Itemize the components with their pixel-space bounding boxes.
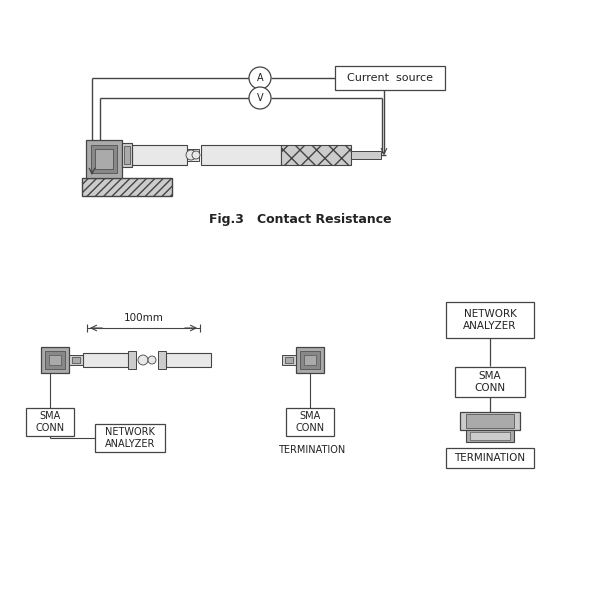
Bar: [335, 66, 445, 90]
Circle shape: [138, 355, 148, 365]
Bar: [86, 140, 122, 178]
Text: Current  source: Current source: [347, 73, 433, 83]
Bar: [72, 357, 80, 363]
Bar: [82, 178, 172, 196]
Bar: [83, 353, 128, 367]
Bar: [446, 448, 534, 468]
Circle shape: [249, 87, 271, 109]
Bar: [201, 145, 281, 165]
Bar: [304, 355, 316, 365]
Bar: [124, 146, 130, 164]
Text: NETWORK
ANALYZER: NETWORK ANALYZER: [105, 427, 155, 449]
Text: SMA
CONN: SMA CONN: [475, 371, 506, 393]
Bar: [128, 351, 136, 369]
Text: V: V: [257, 93, 263, 103]
Bar: [466, 414, 514, 428]
Bar: [286, 408, 334, 436]
Bar: [296, 347, 324, 373]
Circle shape: [192, 151, 200, 159]
Bar: [26, 408, 74, 436]
Bar: [122, 143, 132, 167]
Bar: [282, 355, 296, 365]
Bar: [49, 355, 61, 365]
Circle shape: [148, 356, 156, 364]
Text: TERMINATION: TERMINATION: [454, 453, 526, 463]
Bar: [446, 302, 534, 338]
Bar: [187, 149, 199, 161]
Bar: [466, 430, 514, 442]
Circle shape: [249, 67, 271, 89]
Text: TERMINATION: TERMINATION: [278, 445, 346, 455]
Bar: [95, 424, 165, 452]
Bar: [281, 145, 351, 165]
Bar: [158, 351, 166, 369]
Bar: [455, 367, 525, 397]
Bar: [132, 145, 187, 165]
Bar: [41, 347, 69, 373]
Bar: [166, 353, 211, 367]
Bar: [460, 412, 520, 430]
Text: Fig.3   Contact Resistance: Fig.3 Contact Resistance: [209, 214, 391, 226]
Text: A: A: [257, 73, 263, 83]
Text: 100mm: 100mm: [124, 313, 163, 323]
Bar: [300, 351, 320, 369]
Bar: [69, 355, 83, 365]
Text: SMA
CONN: SMA CONN: [295, 411, 325, 433]
Bar: [95, 149, 113, 169]
Bar: [351, 151, 381, 159]
Text: NETWORK
ANALYZER: NETWORK ANALYZER: [463, 309, 517, 331]
Bar: [91, 145, 117, 173]
Circle shape: [186, 150, 196, 160]
Bar: [45, 351, 65, 369]
Bar: [285, 357, 293, 363]
Text: SMA
CONN: SMA CONN: [35, 411, 65, 433]
Bar: [470, 432, 510, 440]
